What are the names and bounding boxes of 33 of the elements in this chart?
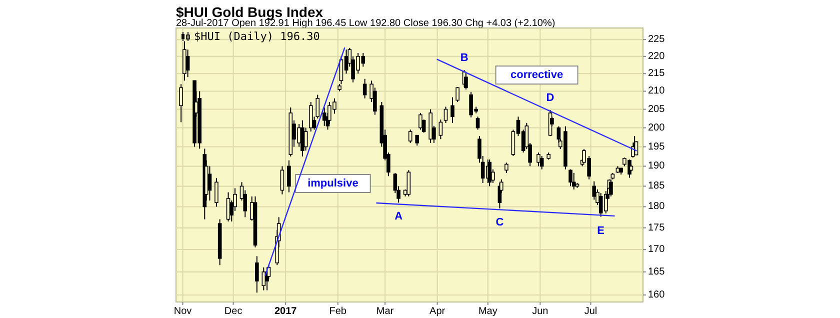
x-tick-label: Jun [532,306,548,317]
annotation: E [597,224,605,237]
annotation: C [496,216,504,228]
y-tick-label: 160 [648,289,666,300]
x-tick-label: Jul [584,306,598,317]
y-tick-label: 180 [648,201,666,212]
chart-title: $HUI Gold Bugs Index [176,4,324,20]
y-tick-label: 175 [648,222,666,234]
y-tick-label: 225 [648,34,666,46]
x-tick-label: Nov [174,306,192,317]
y-tick-label: 185 [648,180,666,192]
y-tick-label: 215 [648,68,666,80]
annotation: D [546,92,554,104]
annotation: A [394,210,403,223]
y-tick-label: 200 [648,122,666,134]
x-tick-label: Feb [329,306,347,317]
y-tick-label: 190 [648,160,666,172]
y-tick-label: 220 [648,50,666,62]
y-tick-label: 205 [648,104,666,115]
y-tick-label: 210 [648,86,666,97]
y-tick-label: 170 [648,244,666,256]
series-label: impulsive [308,178,358,190]
legend-label: $HUI (Daily) 196.30 [194,30,320,43]
x-tick-label: Apr [430,306,446,317]
y-tick-label: 165 [648,266,666,278]
x-tick-label: Dec [224,306,242,317]
annotation: B [460,52,468,64]
series-label: corrective [510,69,564,82]
x-tick-label: May [478,306,498,317]
chart-subtitle: 28-Jul-2017 Open 192.91 High 196.45 Low 192.80 Close 196.30 Chg +4.03 (+2.10%) [176,18,556,29]
y-tick-label: 195 [648,141,666,152]
x-tick-label: 2017 [274,306,298,317]
x-tick-label: Mar [376,306,394,317]
